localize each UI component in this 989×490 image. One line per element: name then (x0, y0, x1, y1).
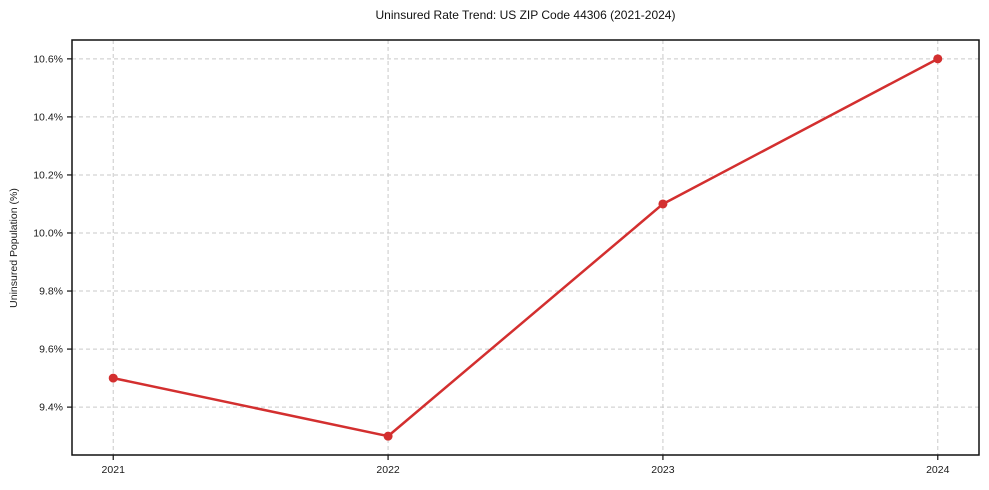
y-tick-label: 9.4% (39, 402, 63, 414)
x-tick-label: 2024 (926, 464, 950, 476)
data-point-marker (383, 431, 393, 441)
y-tick-label: 10.6% (33, 53, 63, 65)
trend-line (111, 57, 940, 438)
x-tick-label: 2021 (102, 464, 126, 476)
y-tick-label: 9.6% (39, 344, 63, 356)
data-point-marker (933, 54, 943, 64)
x-tick-label: 2022 (376, 464, 400, 476)
y-tick-label: 10.2% (33, 169, 63, 181)
y-tick-label: 10.0% (33, 227, 63, 239)
data-point-marker (108, 373, 118, 383)
plot-border (71, 39, 980, 456)
x-tick-label: 2023 (651, 464, 675, 476)
y-tick-label: 9.8% (39, 286, 63, 298)
data-point-marker (658, 199, 668, 209)
chart-title: Uninsured Rate Trend: US ZIP Code 44306 … (375, 8, 676, 22)
y-tick-label: 10.4% (33, 111, 63, 123)
